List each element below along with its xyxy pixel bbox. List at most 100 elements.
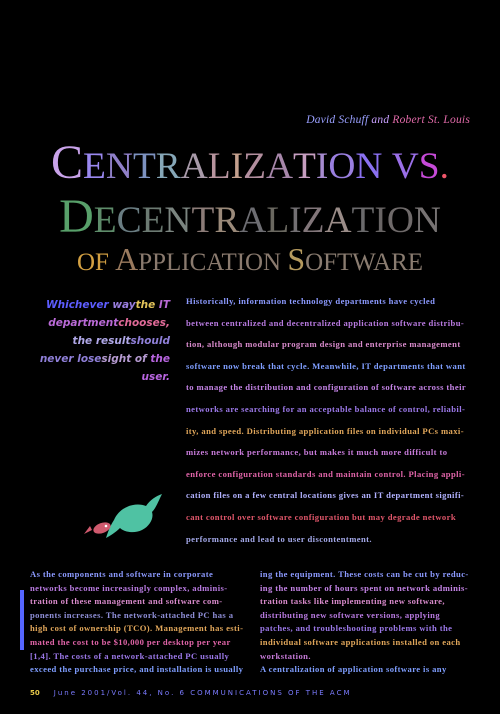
title-letter: L [207,146,231,187]
body-text-column-left: As the components and software in corpor… [30,568,246,677]
text-run: performance and lead to user discontentm… [186,533,372,544]
title-letter: I [315,146,329,187]
text-run: A centralization of application software… [260,664,447,675]
text-run: mated the cost to be $10,000 per desktop… [30,636,231,647]
title-letter: I [289,200,302,241]
author-byline: David Schuff and Robert St. Louis [306,114,470,126]
title-letter: PPLICATION [138,249,282,276]
text-run: tration of these management and software… [30,596,223,607]
text-line: Historically, information technology dep… [186,291,474,313]
text-run: workstation. [260,650,311,661]
text-run: individual software applications install… [260,636,461,647]
text-run: sight of [101,353,151,365]
text-run: ity, and speed. Distributing application… [186,425,464,436]
text-run: mizes network performance, but makes it … [186,447,448,458]
text-line: ponents increases. The network-attached … [30,609,246,623]
text-line: networks become increasingly complex, ad… [30,582,246,596]
title-letter: N [164,200,192,241]
text-run: IT department [48,299,170,329]
text-line: chooses, the result [73,317,170,347]
text-line: mizes network performance, but makes it … [186,442,474,464]
text-line: software now break that cycle. Meanwhile… [186,356,474,378]
title-letter: OFTWARE [305,249,423,276]
text-run: ing the equipment. These costs can be cu… [260,569,469,579]
title-letter: T [293,146,316,187]
text-run: high cost of ownership (TCO). Management… [30,623,244,634]
title-letter: E [93,200,117,241]
text-run: exceed the purchase price, and installat… [30,664,246,675]
title-letter: V [391,146,419,187]
text-line: tration tasks like implementing new soft… [260,595,474,609]
page-footer: 50 June 2001/Vol. 44, No. 6 COMMUNICATION… [30,688,470,698]
text-run: networks become increasingly complex, ad… [30,582,228,593]
text-line: to manage the distribution and configura… [186,377,474,399]
text-run: As the components and software in corpor… [30,569,214,579]
title-letter: T [132,146,156,187]
page-number: 50 [30,689,40,697]
text-run: ponents increases. The network-attached … [30,609,234,620]
text-line: should never lose [40,335,170,365]
text-line: performance and lead to user discontentm… [186,529,474,551]
text-line: patches, and troubleshooting problems wi… [260,622,474,636]
text-line: the IT department [48,299,170,329]
text-line: networks are searching for an acceptable… [186,399,474,421]
text-run: software now break that cycle. Meanwhile… [186,360,466,371]
title-letter: S [418,146,440,187]
title-letter: N [413,200,441,241]
author-name: David Schuff [306,114,369,126]
text-run: [1,4]. The costs of a network-attached P… [30,650,230,661]
fish-illustration [84,494,162,538]
title-letter: . [439,146,449,187]
title-line-3: OF APPLICATION SOFTWARE [0,240,500,282]
title-letter: R [155,146,181,187]
text-line: enforce configuration standards and main… [186,464,474,486]
text-run: Historically, information technology dep… [186,296,436,306]
title-letter [382,140,391,194]
title-letter: A [239,200,267,241]
pull-quote: Whichever waythe IT departmentchooses, t… [38,296,170,386]
text-line: cant control over software configuration… [186,507,474,529]
title-line-2: DECENTRALIZATION [0,190,500,248]
text-run: ing the number of hours spent on network… [260,582,469,593]
text-line: distributing new software versions, appl… [260,609,474,623]
text-run: distributing new software versions, appl… [260,609,441,620]
title-letter: E [141,200,165,241]
text-run: chooses, [118,317,170,329]
text-run: cant control over software configuration… [186,511,457,522]
author-conjunction: and [371,114,390,126]
text-run: enforce configuration standards and main… [186,468,465,479]
text-line: ing the number of hours spent on network… [260,582,474,596]
text-run: the user. [141,353,170,383]
text-line: high cost of ownership (TCO). Management… [30,622,246,636]
text-run: tration tasks like implementing new soft… [260,596,445,607]
title-letter: A [115,241,139,277]
title-letter: E [83,146,106,187]
text-run: cation files on a few central locations … [186,490,465,501]
text-run: tion, although modular program design an… [186,339,461,350]
text-run: patches, and troubleshooting problems wi… [260,623,453,634]
title-letter: A [324,200,352,241]
text-line: ity, and speed. Distributing application… [186,421,474,443]
body-text-main: Historically, information technology dep… [186,291,474,550]
title-letter: S [287,241,306,277]
text-line: Whichever way [46,299,136,311]
text-run: way [112,299,136,311]
title-letter: C [51,136,84,189]
author-name: Robert St. Louis [392,114,470,126]
title-letter: T [351,200,375,241]
text-line: [1,4]. The costs of a network-attached P… [30,650,246,664]
text-run: Whichever [46,299,113,311]
text-run: between centralized and decentralized ap… [186,317,465,328]
title-letter: A [265,146,294,187]
text-run: should never lose [39,335,170,365]
title-line-1: CENTRALIZATION VS. [0,136,500,194]
title-letter: N [105,146,133,187]
title-letter: R [214,200,240,241]
title-letter: I [374,200,387,241]
text-run: networks are searching for an acceptable… [186,403,466,414]
text-run: the [135,299,159,311]
text-run: the result [72,335,131,347]
text-line: cation files on a few central locations … [186,485,474,507]
text-line: individual software applications install… [260,636,474,650]
text-line: between centralized and decentralized ap… [186,313,474,335]
